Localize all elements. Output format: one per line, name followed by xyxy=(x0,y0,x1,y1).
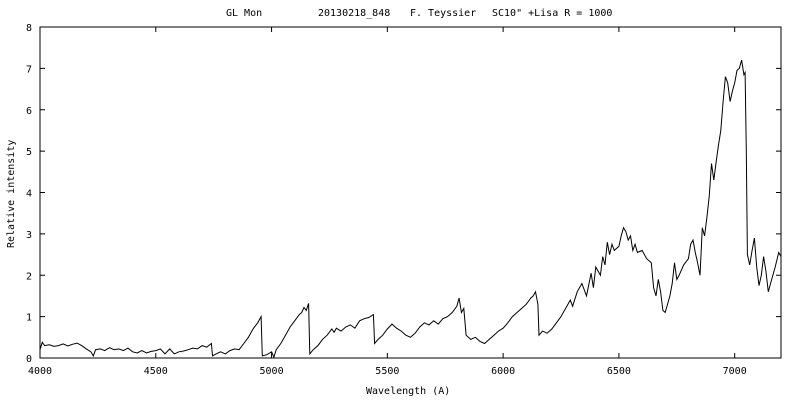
x-tick-label: 4500 xyxy=(144,366,168,377)
x-tick-label: 7000 xyxy=(723,366,747,377)
spectrum-line xyxy=(39,59,782,359)
x-tick-label: 6000 xyxy=(491,366,515,377)
title-object: GL Mon xyxy=(226,8,262,19)
x-tick-label: 4000 xyxy=(28,366,52,377)
y-tick-label: 5 xyxy=(26,147,32,158)
title-setup: SC10" +Lisa R = 1000 xyxy=(492,8,612,19)
x-tick-label: 5000 xyxy=(260,366,284,377)
y-tick-label: 1 xyxy=(26,313,32,324)
x-tick-label: 5500 xyxy=(375,366,399,377)
title-observer: F. Teyssier xyxy=(410,8,476,19)
y-tick-label: 0 xyxy=(26,354,32,365)
y-tick-label: 3 xyxy=(26,230,32,241)
y-tick-label: 8 xyxy=(26,23,32,34)
y-tick-label: 4 xyxy=(26,189,32,200)
title-observation: 20130218_848 xyxy=(318,8,390,19)
y-tick-label: 7 xyxy=(26,64,32,75)
y-tick-label: 2 xyxy=(26,271,32,282)
x-axis-label: Wavelength (A) xyxy=(366,386,450,397)
y-tick-label: 6 xyxy=(26,106,32,117)
x-tick-label: 6500 xyxy=(607,366,631,377)
x-axis: 4000 4500 5000 5500 6000 6500 7000 xyxy=(28,27,747,377)
y-axis-label: Relative intensity xyxy=(6,140,17,248)
y-axis: 0 1 2 3 4 5 6 7 8 xyxy=(26,23,781,365)
plot-frame xyxy=(39,26,782,359)
